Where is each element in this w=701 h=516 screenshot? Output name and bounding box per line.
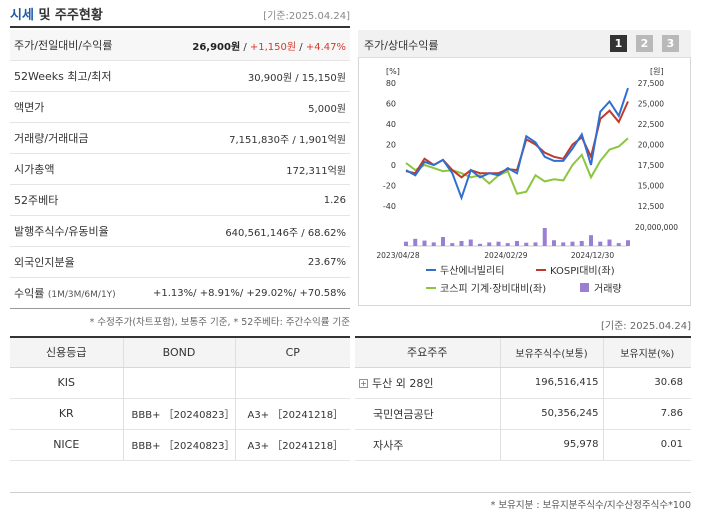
info-row-price: 주가/전일대비/수익률 26,900원 / +1,150원 / +4.47% <box>10 30 350 61</box>
volume-bar <box>515 240 519 246</box>
right-axis-unit: [원] <box>650 67 664 76</box>
left-tick-label: 40 <box>386 120 396 129</box>
info-row-market-cap: 시가총액 172,311억원 <box>10 154 350 185</box>
left-tick-label: -20 <box>383 182 396 191</box>
info-row-beta: 52주베타 1.26 <box>10 185 350 216</box>
basis-date: [기준:2025.04.24] <box>263 11 350 22</box>
info-row-volume: 거래량/거래대금 7,151,830주 / 1,901억원 <box>10 123 350 154</box>
volume-bar <box>404 241 408 246</box>
info-row-shares: 발행주식수/유동비율 640,561,146주 / 68.62% <box>10 216 350 247</box>
right-tick-label: 12,500 <box>638 202 664 211</box>
legend-swatch <box>580 283 589 292</box>
legend-label: 코스피 기계·장비대비(좌) <box>440 283 546 295</box>
volume-bar <box>505 243 510 246</box>
info-value: 26,900원 / +1,150원 / +4.47% <box>192 41 346 53</box>
holders-header: 보유주식수(보통) <box>499 336 603 368</box>
volume-bar <box>431 242 436 246</box>
left-tick-label: -40 <box>383 202 396 211</box>
left-tick-label: 0 <box>391 161 396 170</box>
info-row-par-value: 액면가 5,000원 <box>10 92 350 123</box>
table-row: KR BBB+ ［20240823］ A3+ ［20241218］ <box>10 398 350 430</box>
legend-label: 두산에너빌리티 <box>440 265 504 277</box>
left-tick-label: 20 <box>386 141 396 150</box>
section-title: 시세 및 주주현황 <box>10 8 103 23</box>
volume-bar <box>459 240 464 246</box>
footnote-adjusted: * 수정주가(차트포함), 보통주 기준, * 52주베타: 주간수익률 기준 <box>89 317 350 328</box>
legend-label: KOSPI대비(좌) <box>550 265 615 277</box>
legend-label: 거래량 <box>594 283 622 295</box>
table-row: NICE BBB+ ［20240823］ A3+ ［20241218］ <box>10 429 350 461</box>
right-tick-label: 25,000 <box>638 100 664 109</box>
x-tick-label: 2024/02/29 <box>484 251 527 260</box>
volume-bar <box>570 241 575 246</box>
footnote-holding: * 보유지분 : 보유지분주식수/지수산정주식수*100 <box>490 500 691 511</box>
volume-bar <box>589 235 593 246</box>
right-tick-label: 20,000 <box>638 141 664 150</box>
right-tick-label: 22,500 <box>638 120 664 129</box>
volume-bar <box>422 240 427 246</box>
volume-bar <box>533 242 538 246</box>
chart-tab-1[interactable]: 1 <box>610 35 627 52</box>
x-tick-label: 2023/04/28 <box>376 251 419 260</box>
volume-unit: 20,000,000 <box>635 223 678 232</box>
volume-bar <box>607 239 612 246</box>
price-info-table: 주가/전일대비/수익률 26,900원 / +1,150원 / +4.47% 5… <box>10 30 350 309</box>
credit-header: BOND <box>122 336 235 368</box>
series-line <box>405 137 629 195</box>
info-row-foreign: 외국인지분율 23.67% <box>10 247 350 278</box>
volume-bar <box>598 241 603 246</box>
volume-bar <box>413 238 418 246</box>
volume-bar <box>552 240 556 246</box>
volume-bar <box>626 240 630 246</box>
volume-bar <box>468 239 473 246</box>
x-tick-label: 2024/12/30 <box>571 251 614 260</box>
major-holders-table: 주요주주 보유주식수(보통) 보유지분(%) + 두산 외 28인 196,516… <box>355 336 691 461</box>
credit-header: CP <box>234 336 350 368</box>
volume-bar <box>524 242 529 246</box>
chart-tab-3[interactable]: 3 <box>662 35 679 52</box>
volume-bar <box>616 243 621 246</box>
info-row-52weeks: 52Weeks 최고/최저 30,900원 / 15,150원 <box>10 61 350 92</box>
right-tick-label: 17,500 <box>638 161 664 170</box>
expand-icon[interactable]: + <box>359 379 368 388</box>
table-row: 국민연금공단 50,356,245 7.86 <box>355 398 691 430</box>
basis-date-2: [기준: 2025.04.24] <box>600 321 691 332</box>
left-tick-label: 60 <box>386 100 396 109</box>
volume-bar <box>496 241 501 246</box>
volume-bar <box>487 242 492 246</box>
chart-tab-2[interactable]: 2 <box>636 35 653 52</box>
info-row-returns: 수익률 (1M/3M/6M/1Y) +1.13%/ +8.91%/ +29.02… <box>10 278 350 309</box>
volume-bar <box>561 242 566 246</box>
divider <box>10 492 691 493</box>
credit-header: 신용등급 <box>10 336 123 368</box>
right-tick-label: 15,000 <box>638 182 664 191</box>
relative-return-chart: [%] [원] 80 60 40 20 0 -20 -40 27,500 25,000 22,500 2… <box>376 67 678 295</box>
right-tick-label: 27,500 <box>638 79 664 88</box>
left-tick-label: 80 <box>386 79 396 88</box>
volume-bar <box>450 243 455 246</box>
table-row: + 두산 외 28인 196,516,415 30.68 <box>355 367 691 399</box>
divider <box>10 26 350 28</box>
series-line <box>405 87 629 201</box>
volume-bar <box>579 240 584 246</box>
table-row: KIS <box>10 367 350 399</box>
chart-header <box>358 30 691 58</box>
holders-header: 보유지분(%) <box>602 336 691 368</box>
left-axis-unit: [%] <box>386 67 400 76</box>
holders-header: 주요주주 <box>355 336 500 368</box>
volume-bar <box>441 237 445 246</box>
chart-title: 주가/상대수익률 <box>364 39 439 52</box>
info-label: 주가/전일대비/수익률 <box>14 39 113 52</box>
volume-bar <box>542 228 547 246</box>
volume-bar <box>478 243 482 246</box>
credit-rating-table: 신용등급 BOND CP KIS KR BBB+ ［20240823］ A3+ … <box>10 336 350 461</box>
table-row: 자사주 95,978 0.01 <box>355 429 691 461</box>
